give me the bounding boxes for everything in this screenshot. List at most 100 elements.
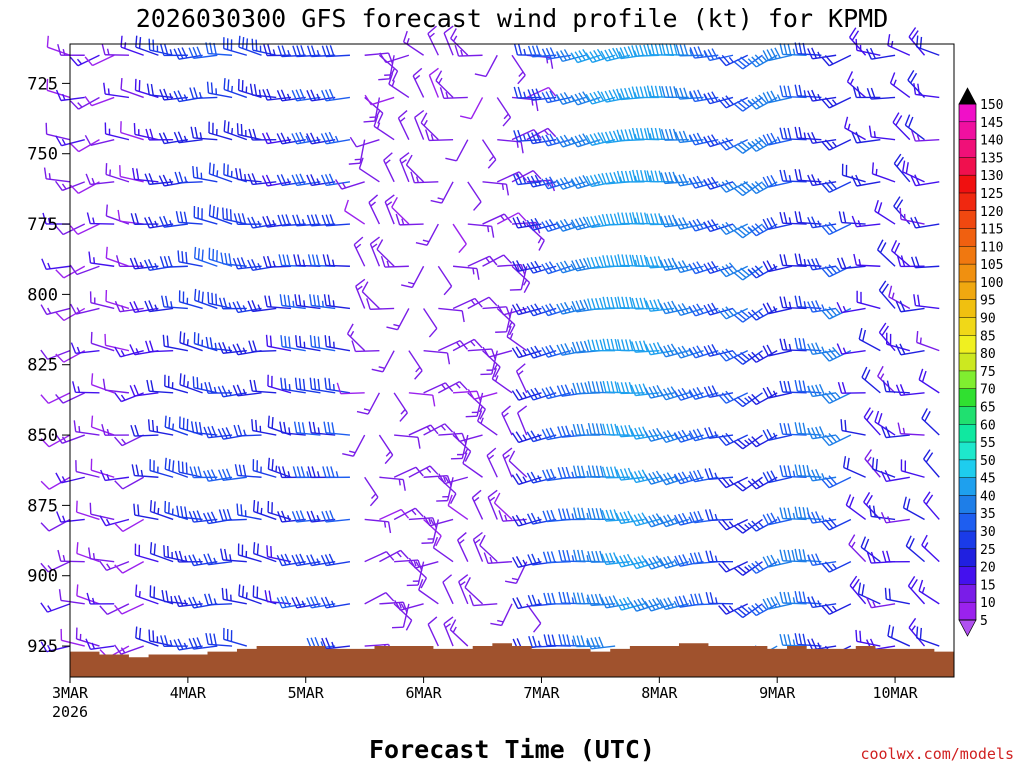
wind-barb (904, 114, 925, 141)
wind-barb (160, 635, 188, 648)
wind-barb (134, 78, 159, 99)
wind-barb (572, 592, 601, 605)
wind-barb (541, 303, 572, 317)
colorbar-label: 80 (980, 347, 996, 362)
wind-barb (188, 46, 218, 60)
wind-barb (747, 180, 778, 195)
wind-barb (149, 542, 174, 563)
credit-text: coolwx.com/models (860, 745, 1014, 763)
wind-barb (762, 47, 793, 62)
wind-barb (673, 345, 704, 359)
wind-barb (276, 89, 306, 102)
wind-barb (794, 633, 822, 647)
wind-barb (733, 392, 763, 408)
wind-barb (852, 86, 881, 99)
wind-barb (497, 138, 524, 154)
wind-barb (188, 596, 218, 609)
wind-barb (570, 91, 601, 106)
y-tick-label: 825 (27, 356, 58, 376)
wind-barb (394, 434, 421, 449)
colorbar-cell (959, 477, 976, 496)
wind-barb (821, 221, 852, 236)
wind-barb (90, 331, 115, 352)
wind-barb (148, 629, 174, 647)
wind-barb (572, 382, 601, 395)
colorbar-label: 35 (980, 507, 996, 522)
wind-barb (435, 70, 454, 98)
wind-barb (849, 575, 867, 605)
wind-barb (617, 339, 645, 352)
wind-barb (458, 574, 469, 605)
wind-barb (868, 505, 896, 521)
wind-barb (164, 374, 189, 394)
wind-barb (252, 585, 277, 605)
wind-barb (718, 137, 749, 151)
wind-barb (718, 306, 749, 320)
wind-barb (871, 457, 896, 478)
wind-barb (408, 392, 436, 407)
colorbar-cell (959, 495, 976, 514)
wind-barb (55, 472, 85, 484)
wind-barb (486, 447, 498, 478)
wind-barb (364, 94, 395, 106)
wind-barb (541, 261, 572, 275)
wind-barb (306, 45, 336, 58)
wind-barb (527, 88, 557, 101)
wind-barb (294, 294, 321, 310)
wind-barb (880, 470, 910, 483)
x-tick-label: 5MAR (288, 684, 325, 702)
wind-barb (101, 43, 129, 56)
wind-barb (164, 457, 189, 478)
wind-barb (511, 431, 542, 444)
wind-barb (236, 503, 262, 521)
colorbar-cell (959, 246, 976, 265)
wind-barb (556, 260, 586, 274)
wind-barb (55, 89, 85, 102)
wind-barb (836, 301, 866, 314)
chart-title: 2026030300 GFS forecast wind profile (kt… (136, 4, 889, 33)
wind-barb (383, 152, 395, 183)
wind-barb (733, 561, 763, 576)
wind-barb (324, 377, 351, 394)
wind-barb (87, 547, 115, 563)
terrain-area (70, 643, 954, 677)
wind-barb (482, 254, 513, 267)
wind-barb (114, 300, 144, 313)
wind-barb (459, 97, 484, 120)
wind-barb (921, 408, 940, 436)
wind-barb (452, 338, 483, 352)
wind-barb (733, 518, 763, 534)
wind-barb (807, 300, 837, 313)
wind-barb (160, 44, 188, 57)
wind-barb (247, 216, 277, 229)
wind-barb (556, 343, 586, 356)
wind-barb (280, 377, 306, 394)
wind-barb (888, 285, 911, 310)
wind-barb (277, 45, 306, 58)
wind-barb (309, 335, 336, 352)
wind-barb (779, 422, 807, 436)
colorbar-label: 125 (980, 187, 1003, 202)
wind-barb (277, 214, 306, 227)
wind-barb (388, 73, 410, 99)
wind-barb (645, 298, 675, 312)
wind-barb (779, 549, 807, 563)
x-tick-label: 8MAR (641, 684, 678, 702)
wind-barb (43, 167, 71, 183)
wind-barb (276, 174, 306, 187)
wind-barb (703, 48, 734, 62)
wind-barb (261, 132, 292, 145)
wind-barb (307, 254, 336, 267)
wind-barb (217, 427, 247, 440)
wind-barb (105, 204, 130, 225)
wind-barb (423, 349, 451, 365)
wind-barb (193, 332, 218, 352)
wind-barb (391, 196, 410, 225)
wind-barb (262, 255, 292, 268)
wind-barb (379, 476, 406, 491)
wind-barb (506, 325, 528, 352)
wind-barb (146, 379, 174, 394)
wind-barb (120, 121, 144, 141)
wind-barb (807, 257, 837, 271)
wind-barb (204, 381, 233, 394)
